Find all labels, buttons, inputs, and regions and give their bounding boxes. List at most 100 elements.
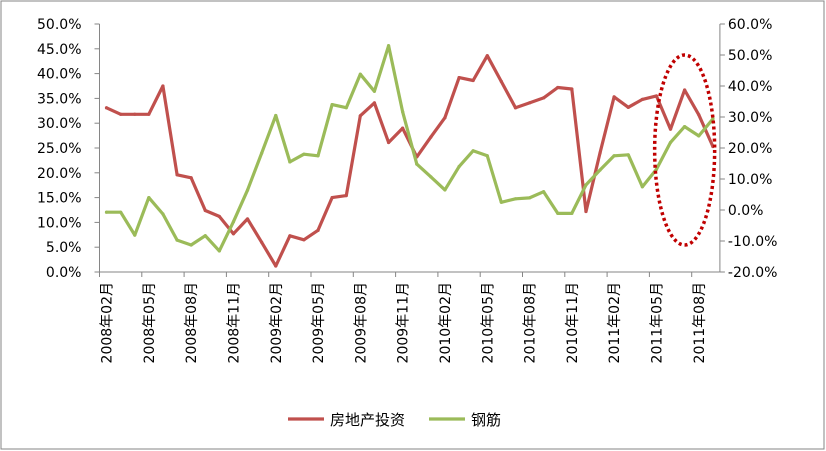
x-tick-label: 2008年11月 — [226, 282, 242, 363]
data-point — [358, 114, 362, 118]
right-tick-label: 20.0% — [728, 141, 772, 157]
data-point — [598, 151, 602, 155]
data-point — [217, 214, 221, 219]
right-tick-label: 0.0% — [728, 203, 764, 219]
data-point — [513, 197, 518, 201]
right-tick-label: 30.0% — [728, 110, 772, 126]
data-point — [683, 88, 687, 92]
data-point — [654, 167, 659, 171]
data-point — [401, 110, 405, 114]
data-point — [570, 211, 574, 216]
data-point — [344, 106, 348, 110]
x-tick-label: 2011年08月 — [692, 282, 708, 363]
data-point — [288, 160, 292, 164]
right-tick-label: -10.0% — [728, 234, 778, 250]
data-point — [640, 185, 644, 189]
data-point — [584, 183, 588, 187]
data-point — [598, 168, 602, 172]
x-tick-label: 2008年05月 — [142, 282, 158, 363]
data-point — [104, 106, 109, 110]
x-tick-label: 2010年11月 — [565, 282, 581, 363]
data-point — [612, 95, 616, 99]
data-point — [372, 89, 377, 93]
x-tick-label: 2011年02月 — [607, 282, 623, 363]
data-point — [274, 264, 278, 268]
data-point — [104, 210, 109, 214]
legend-label: 钢筋 — [471, 411, 501, 429]
left-tick-label: 5.0% — [46, 240, 82, 256]
data-point — [429, 135, 433, 139]
data-point — [133, 233, 137, 237]
data-point — [358, 72, 362, 76]
data-point — [584, 209, 588, 214]
right-tick-label: 60.0% — [728, 17, 772, 33]
data-point — [217, 249, 221, 253]
data-point — [612, 154, 616, 158]
data-point — [527, 101, 532, 105]
data-point — [654, 94, 659, 98]
data-point — [161, 84, 165, 88]
data-point — [556, 211, 560, 216]
data-point — [697, 113, 701, 117]
data-point — [556, 85, 560, 90]
data-point — [316, 228, 320, 232]
data-point — [316, 154, 320, 158]
data-point — [203, 208, 207, 213]
data-point — [457, 165, 461, 169]
data-point — [274, 113, 278, 118]
x-tick-label: 2009年11月 — [396, 282, 412, 363]
data-point — [288, 234, 292, 238]
data-point — [485, 154, 489, 158]
data-point — [260, 240, 264, 244]
data-point — [260, 151, 264, 155]
data-point — [542, 190, 546, 194]
data-point — [640, 97, 644, 101]
x-tick-label: 2008年08月 — [184, 282, 200, 363]
data-point — [231, 232, 236, 236]
data-point — [668, 127, 673, 131]
data-point — [415, 162, 419, 166]
right-tick-label: -20.0% — [728, 265, 778, 281]
left-tick-label: 50.0% — [37, 17, 81, 33]
left-tick-label: 40.0% — [37, 67, 81, 83]
left-tick-label: 35.0% — [37, 91, 81, 107]
data-point — [189, 176, 193, 180]
data-point — [499, 79, 503, 84]
series-line-rebar — [104, 44, 715, 253]
data-point — [626, 105, 630, 109]
right-tick-label: 10.0% — [728, 172, 772, 188]
x-tick-label: 2010年05月 — [480, 282, 496, 363]
data-point — [626, 153, 630, 157]
data-point — [499, 200, 503, 204]
data-point — [443, 188, 447, 192]
data-point — [245, 217, 250, 221]
x-tick-label: 2008年02月 — [100, 282, 116, 363]
left-tick-label: 10.0% — [37, 215, 81, 231]
data-point — [203, 234, 207, 238]
data-point — [161, 212, 165, 216]
data-point — [527, 196, 532, 200]
x-tick-label: 2010年02月 — [438, 282, 454, 363]
data-point — [668, 140, 673, 145]
data-point — [302, 152, 306, 156]
data-point — [302, 238, 306, 242]
x-tick-label: 2011年05月 — [649, 282, 665, 363]
data-point — [429, 175, 433, 179]
highlight-ellipse — [652, 53, 717, 247]
data-point — [443, 116, 447, 120]
data-point — [697, 134, 701, 138]
data-point — [231, 220, 236, 224]
data-point — [175, 173, 179, 177]
data-point — [330, 103, 334, 107]
data-point — [570, 87, 574, 91]
right-tick-label: 50.0% — [728, 48, 772, 64]
data-point — [485, 54, 489, 58]
data-point — [386, 140, 391, 145]
data-point — [147, 112, 151, 116]
data-point — [175, 238, 179, 242]
data-point — [372, 101, 377, 105]
data-point — [119, 112, 123, 116]
left-tick-label: 30.0% — [37, 116, 81, 132]
